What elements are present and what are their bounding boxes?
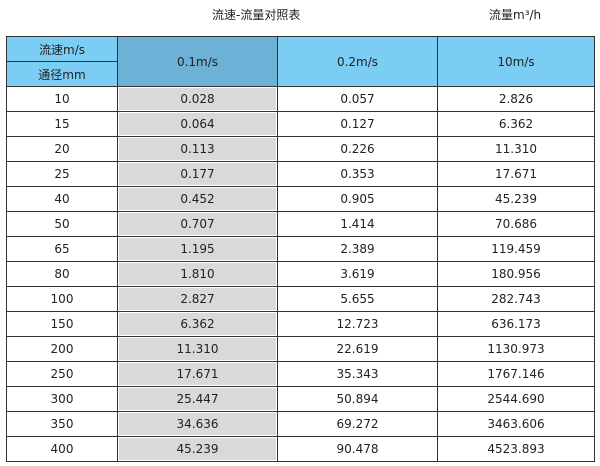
- column-header: 0.2m/s: [277, 36, 438, 87]
- table-row: 40 0.452 0.905 45.239: [6, 186, 595, 212]
- table-row: 400 45.239 90.478 4523.893: [6, 436, 595, 462]
- flow-cell: 22.619: [277, 336, 438, 362]
- flow-cell: 1.810: [117, 261, 278, 287]
- flow-cell: 50.894: [277, 386, 438, 412]
- unit-label: 流量m³/h: [489, 8, 542, 22]
- diameter-cell: 200: [6, 336, 118, 362]
- diameter-cell: 250: [6, 361, 118, 387]
- table-row: 80 1.810 3.619 180.956: [6, 261, 595, 287]
- diameter-cell: 350: [6, 411, 118, 437]
- flow-cell: 0.113: [117, 136, 278, 162]
- flow-cell: 0.226: [277, 136, 438, 162]
- table-row: 100 2.827 5.655 282.743: [6, 286, 595, 312]
- flow-cell: 5.655: [277, 286, 438, 312]
- flow-cell: 69.272: [277, 411, 438, 437]
- diameter-cell: 15: [6, 111, 118, 137]
- flow-cell: 2.389: [277, 236, 438, 262]
- diameter-cell: 10: [6, 86, 118, 112]
- flow-cell: 6.362: [437, 111, 595, 137]
- flow-cell: 45.239: [437, 186, 595, 212]
- flow-cell: 180.956: [437, 261, 595, 287]
- flow-cell: 12.723: [277, 311, 438, 337]
- table-row: 250 17.671 35.343 1767.146: [6, 361, 595, 387]
- flow-cell: 0.177: [117, 161, 278, 187]
- flow-cell: 70.686: [437, 211, 595, 237]
- flow-cell: 1130.973: [437, 336, 595, 362]
- diameter-cell: 65: [6, 236, 118, 262]
- diameter-cell: 25: [6, 161, 118, 187]
- diameter-cell: 100: [6, 286, 118, 312]
- flow-cell: 0.452: [117, 186, 278, 212]
- flow-cell: 2.826: [437, 86, 595, 112]
- flow-cell: 2544.690: [437, 386, 595, 412]
- flow-cell: 0.064: [117, 111, 278, 137]
- flow-cell: 0.707: [117, 211, 278, 237]
- diameter-cell: 50: [6, 211, 118, 237]
- flow-cell: 34.636: [117, 411, 278, 437]
- flow-cell: 282.743: [437, 286, 595, 312]
- table-row: 150 6.362 12.723 636.173: [6, 311, 595, 337]
- table-row: 20 0.113 0.226 11.310: [6, 136, 595, 162]
- table-row: 25 0.177 0.353 17.671: [6, 161, 595, 187]
- diameter-cell: 20: [6, 136, 118, 162]
- table-row: 50 0.707 1.414 70.686: [6, 211, 595, 237]
- table-row: 300 25.447 50.894 2544.690: [6, 386, 595, 412]
- velocity-header: 流速m/s: [6, 36, 118, 62]
- flow-cell: 0.353: [277, 161, 438, 187]
- velocity-flow-table: 流速m/s 0.1m/s 0.2m/s 10m/s 通径mm 10 0.028 0.…: [6, 36, 595, 462]
- column-header: 10m/s: [437, 36, 595, 87]
- flow-cell: 3463.606: [437, 411, 595, 437]
- flow-cell: 119.459: [437, 236, 595, 262]
- table-row: 10 0.028 0.057 2.826: [6, 86, 595, 112]
- flow-cell: 0.127: [277, 111, 438, 137]
- flow-cell: 17.671: [117, 361, 278, 387]
- flow-cell: 11.310: [437, 136, 595, 162]
- table-row: 200 11.310 22.619 1130.973: [6, 336, 595, 362]
- diameter-cell: 150: [6, 311, 118, 337]
- flow-cell: 17.671: [437, 161, 595, 187]
- table-row: 65 1.195 2.389 119.459: [6, 236, 595, 262]
- diameter-cell: 40: [6, 186, 118, 212]
- flow-cell: 0.905: [277, 186, 438, 212]
- flow-cell: 3.619: [277, 261, 438, 287]
- table-row: 15 0.064 0.127 6.362: [6, 111, 595, 137]
- flow-cell: 1.195: [117, 236, 278, 262]
- flow-cell: 25.447: [117, 386, 278, 412]
- diameter-cell: 400: [6, 436, 118, 462]
- flow-cell: 0.028: [117, 86, 278, 112]
- diameter-cell: 300: [6, 386, 118, 412]
- flow-cell: 2.827: [117, 286, 278, 312]
- flow-cell: 636.173: [437, 311, 595, 337]
- flow-cell: 90.478: [277, 436, 438, 462]
- flow-cell: 1767.146: [437, 361, 595, 387]
- table-row: 350 34.636 69.272 3463.606: [6, 411, 595, 437]
- flow-cell: 11.310: [117, 336, 278, 362]
- flow-cell: 1.414: [277, 211, 438, 237]
- flow-cell: 35.343: [277, 361, 438, 387]
- flow-cell: 4523.893: [437, 436, 595, 462]
- table-title: 流速-流量对照表: [212, 8, 301, 22]
- diameter-header: 通径mm: [6, 61, 118, 87]
- flow-cell: 45.239: [117, 436, 278, 462]
- column-header: 0.1m/s: [117, 36, 278, 87]
- diameter-cell: 80: [6, 261, 118, 287]
- flow-cell: 6.362: [117, 311, 278, 337]
- flow-cell: 0.057: [277, 86, 438, 112]
